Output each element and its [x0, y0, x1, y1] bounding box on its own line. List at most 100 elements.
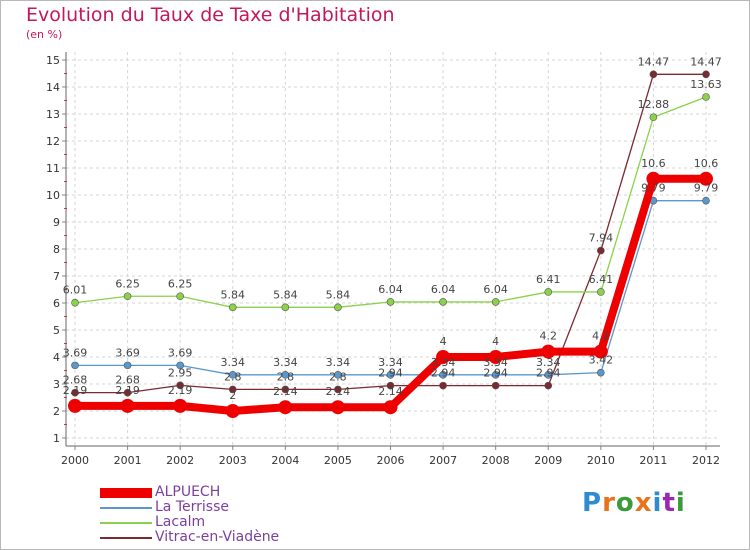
y-tick-label: 12	[46, 135, 60, 148]
data-label: 10.6	[694, 157, 719, 170]
data-label: 3.69	[63, 346, 88, 359]
data-point	[281, 371, 290, 379]
data-point	[123, 292, 132, 301]
data-label: 2.68	[115, 374, 140, 387]
legend-swatch	[100, 507, 152, 509]
data-point	[278, 400, 293, 415]
data-point	[281, 303, 290, 312]
data-point	[334, 385, 342, 394]
data-point	[176, 381, 184, 390]
logo-letter: t	[662, 488, 676, 518]
data-point	[699, 171, 713, 186]
data-label: 5.84	[273, 288, 298, 301]
data-label: 7.94	[589, 232, 614, 245]
data-point	[120, 398, 135, 413]
data-label: 13.63	[690, 78, 722, 91]
x-tick-label: 2005	[324, 454, 352, 467]
data-point	[649, 113, 658, 122]
data-label: 4	[492, 335, 499, 348]
data-label: 3.42	[589, 354, 614, 367]
x-tick-label: 2011	[639, 454, 667, 467]
data-point	[71, 361, 79, 370]
x-tick-label: 2008	[482, 454, 510, 467]
data-label: 6.41	[589, 273, 614, 286]
data-label: 3.34	[221, 356, 246, 369]
data-point	[702, 196, 710, 205]
data-label: 2.14	[326, 385, 351, 398]
x-tick-label: 2009	[534, 454, 562, 467]
legend-swatch	[100, 522, 152, 524]
x-tick-label: 2001	[114, 454, 142, 467]
x-tick-label: 2004	[271, 454, 299, 467]
y-tick-label: 8	[53, 243, 60, 256]
legend-swatch	[100, 537, 152, 539]
data-label: 2.94	[431, 367, 456, 380]
data-label: 2.94	[483, 367, 508, 380]
data-point	[702, 93, 710, 101]
data-label: 6.04	[378, 283, 403, 296]
data-label: 9.79	[641, 182, 666, 195]
data-label: 3.34	[378, 356, 403, 369]
data-label: 14.47	[690, 55, 722, 68]
data-label: 3.34	[326, 356, 351, 369]
logo-letter: o	[615, 488, 635, 518]
x-tick-label: 2007	[429, 454, 457, 467]
data-point	[597, 246, 605, 255]
chart-title: Evolution du Taux de Taxe d'Habitation	[26, 4, 395, 26]
x-tick-label: 2012	[692, 454, 720, 467]
data-label: 14.47	[638, 55, 670, 68]
legend-swatch	[100, 488, 152, 498]
data-point	[597, 368, 605, 377]
y-tick-label: 2	[53, 405, 60, 418]
data-label: 6.25	[115, 277, 140, 290]
data-point	[593, 344, 608, 359]
logo-letter: r	[602, 488, 616, 518]
x-tick-label: 2002	[166, 454, 194, 467]
y-tick-label: 11	[46, 162, 60, 175]
data-point	[544, 381, 553, 390]
data-label: 6.41	[536, 273, 561, 286]
logo-letter: P	[582, 488, 603, 518]
data-point	[228, 385, 237, 394]
y-tick-label: 14	[46, 81, 60, 94]
y-tick-label: 7	[53, 270, 60, 283]
legend-label: ALPUECH	[155, 484, 221, 500]
data-point	[541, 344, 556, 359]
y-tick-label: 3	[53, 378, 60, 391]
data-label: 4.2	[592, 330, 610, 343]
data-point	[176, 292, 184, 301]
data-point	[649, 70, 658, 79]
data-label: 10.6	[641, 157, 666, 170]
y-tick-label: 1	[53, 432, 60, 445]
data-label: 3.69	[168, 346, 193, 359]
data-point	[439, 381, 447, 390]
data-point	[439, 371, 447, 379]
data-point	[646, 171, 661, 186]
data-point	[386, 371, 395, 379]
data-label: 6.25	[168, 277, 193, 290]
x-tick-label: 2003	[219, 454, 247, 467]
data-point	[330, 400, 345, 415]
y-tick-label: 4	[53, 351, 60, 364]
data-label: 12.88	[638, 98, 670, 111]
data-point	[281, 385, 290, 394]
data-point	[71, 388, 79, 397]
data-point	[597, 288, 605, 296]
proxiti-logo: Proxiti	[582, 488, 686, 518]
data-label: 2.14	[273, 385, 298, 398]
data-label: 2	[229, 389, 236, 402]
data-label: 2.95	[168, 366, 193, 379]
data-point	[123, 388, 132, 397]
data-point	[702, 70, 710, 79]
data-point	[225, 404, 240, 418]
data-label: 2.8	[224, 370, 242, 383]
y-tick-label: 13	[46, 108, 60, 121]
data-point	[71, 298, 79, 307]
data-point	[491, 298, 500, 306]
legend-item: Lacalm	[100, 514, 340, 531]
data-label: 9.79	[694, 182, 719, 195]
data-point	[386, 298, 395, 306]
x-tick-label: 2000	[61, 454, 89, 467]
data-point	[383, 400, 398, 415]
